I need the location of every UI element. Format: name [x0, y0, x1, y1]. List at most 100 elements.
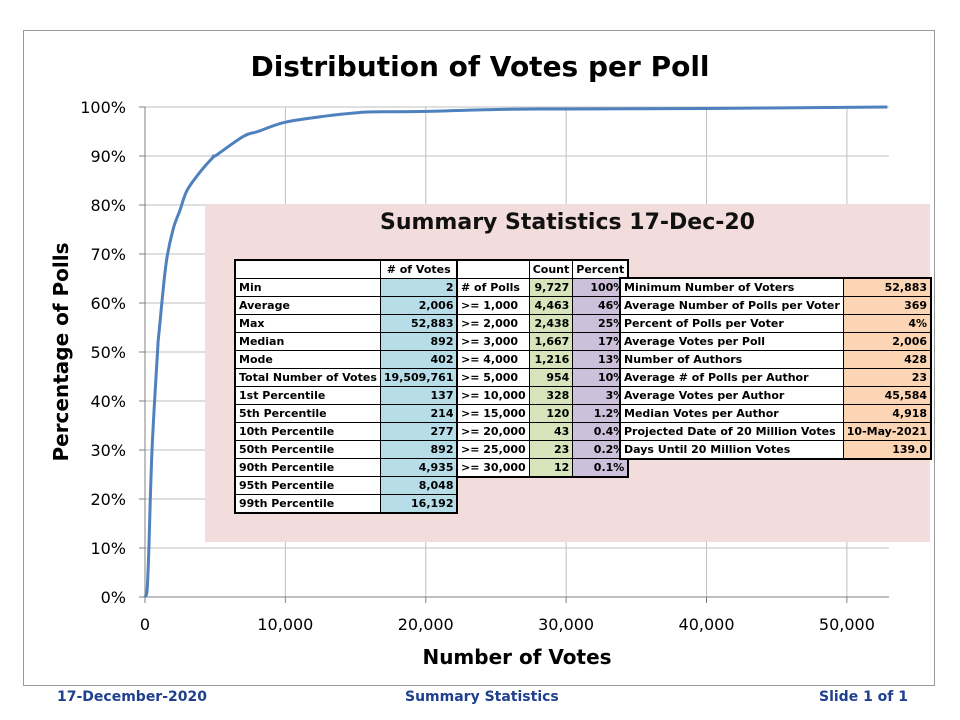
table-row: >= 1,000 4,463 46% [456, 296, 629, 315]
polls-header-percent: Percent [572, 259, 629, 279]
voter-stat-label: Projected Date of 20 Million Votes [619, 422, 844, 441]
x-axis-label: Number of Votes [422, 645, 611, 669]
voter-stat-value: 4,918 [842, 404, 932, 423]
table-row: Min 2 [234, 278, 458, 297]
x-tick-label: 20,000 [398, 615, 454, 634]
y-tick-label: 60% [90, 294, 126, 313]
voter-author-stats-table: Minimum Number of Voters 52,883 Average Nu… [619, 277, 933, 460]
voter-stat-value: 139.0 [842, 440, 932, 460]
table-row: 99th Percentile 16,192 [234, 494, 458, 514]
voter-stat-value: 2,006 [842, 332, 932, 351]
voter-stat-label: Average Number of Polls per Voter [619, 296, 844, 315]
votes-stat-label: Mode [234, 350, 381, 369]
voter-stat-label: Minimum Number of Voters [619, 277, 844, 297]
voter-stat-label: Average Votes per Poll [619, 332, 844, 351]
polls-percent-value: 10% [572, 368, 629, 387]
chart-title: Distribution of Votes per Poll [250, 50, 709, 83]
votes-stat-label: Total Number of Votes [234, 368, 381, 387]
polls-count-value: 328 [528, 386, 574, 405]
slide-frame [23, 30, 935, 686]
voter-stat-value: 45,584 [842, 386, 932, 405]
footer-title: Summary Statistics [405, 689, 559, 705]
votes-stat-label: 50th Percentile [234, 440, 381, 459]
y-tick-label: 80% [90, 196, 126, 215]
polls-threshold-label: >= 1,000 [456, 296, 530, 315]
votes-stat-value: 892 [379, 332, 458, 351]
table-row: # of Polls 9,727 100% [456, 278, 629, 297]
votes-stat-label: 95th Percentile [234, 476, 381, 495]
voter-stat-value: 23 [842, 368, 932, 387]
votes-stat-label: Average [234, 296, 381, 315]
polls-threshold-label: >= 5,000 [456, 368, 530, 387]
votes-stat-value: 2 [379, 278, 458, 297]
y-tick-label: 90% [90, 147, 126, 166]
table-row: Total Number of Votes 19,509,761 [234, 368, 458, 387]
voter-stat-value: 369 [842, 296, 932, 315]
table-row: Number of Authors 428 [619, 350, 932, 369]
table-row: >= 2,000 2,438 25% [456, 314, 629, 333]
y-tick-label: 0% [101, 588, 126, 607]
table-row: Days Until 20 Million Votes 139.0 [619, 440, 932, 460]
votes-stat-value: 277 [379, 422, 458, 441]
table-row: Average Votes per Author 45,584 [619, 386, 932, 405]
voter-stat-value: 10-May-2021 [842, 422, 932, 441]
polls-threshold-label: >= 10,000 [456, 386, 530, 405]
polls-count-value: 120 [528, 404, 574, 423]
series [143, 105, 888, 598]
table-row: >= 25,000 23 0.2% [456, 440, 629, 459]
votes-stat-value: 892 [379, 440, 458, 459]
polls-count-value: 1,216 [528, 350, 574, 369]
y-tick-label: 50% [90, 343, 126, 362]
voter-author-stats-body: Minimum Number of Voters 52,883 Average Nu… [619, 277, 932, 460]
votes-stats-table: # of Votes Min 2 Average 2,006 Max 52,883 Medi… [234, 259, 459, 514]
votes-header-blank [234, 259, 381, 279]
voter-stat-label: Number of Authors [619, 350, 844, 369]
polls-threshold-label: >= 25,000 [456, 440, 530, 459]
table-row: 10th Percentile 277 [234, 422, 458, 441]
footer-date: 17-December-2020 [57, 689, 207, 705]
voter-stat-label: Median Votes per Author [619, 404, 844, 423]
votes-stat-value: 402 [379, 350, 458, 369]
votes-stat-label: 5th Percentile [234, 404, 381, 423]
table-row: >= 30,000 12 0.1% [456, 458, 629, 478]
polls-header-row: Count Percent [456, 259, 629, 279]
votes-stat-value: 16,192 [379, 494, 458, 514]
voter-stat-value: 428 [842, 350, 932, 369]
table-row: >= 5,000 954 10% [456, 368, 629, 387]
voter-stat-label: Average Votes per Author [619, 386, 844, 405]
y-tick-label: 30% [90, 441, 126, 460]
series-line [143, 105, 888, 598]
polls-count-value: 954 [528, 368, 574, 387]
y-tick-label: 40% [90, 392, 126, 411]
polls-header-count: Count [528, 259, 574, 279]
voter-stat-label: Average # of Polls per Author [619, 368, 844, 387]
table-row: 90th Percentile 4,935 [234, 458, 458, 477]
table-row: Average Votes per Poll 2,006 [619, 332, 932, 351]
voter-stat-label: Percent of Polls per Voter [619, 314, 844, 333]
table-row: Mode 402 [234, 350, 458, 369]
table-row: Median Votes per Author 4,918 [619, 404, 932, 423]
summary-title: Summary Statistics 17-Dec-20 [380, 210, 755, 235]
votes-stat-label: 90th Percentile [234, 458, 381, 477]
table-row: >= 15,000 120 1.2% [456, 404, 629, 423]
polls-threshold-label: >= 20,000 [456, 422, 530, 441]
y-tick-label: 70% [90, 245, 126, 264]
polls-threshold-label: >= 3,000 [456, 332, 530, 351]
votes-stat-value: 2,006 [379, 296, 458, 315]
summary-panel: Summary Statistics 17-Dec-20 # of Votes … [205, 204, 933, 542]
x-tick-label: 50,000 [819, 615, 875, 634]
polls-count-body: Count Percent # of Polls 9,727 100% >= 1,00… [456, 259, 629, 478]
votes-stat-value: 4,935 [379, 458, 458, 477]
votes-stat-label: 1st Percentile [234, 386, 381, 405]
table-row: >= 10,000 328 3% [456, 386, 629, 405]
polls-count-value: 43 [528, 422, 574, 441]
polls-threshold-label: # of Polls [456, 278, 530, 297]
table-row: Minimum Number of Voters 52,883 [619, 277, 932, 297]
footer-slide-number: Slide 1 of 1 [819, 689, 909, 705]
table-row: 50th Percentile 892 [234, 440, 458, 459]
polls-count-value: 9,727 [528, 278, 574, 297]
votes-stat-value: 137 [379, 386, 458, 405]
table-row: Percent of Polls per Voter 4% [619, 314, 932, 333]
table-row: Average # of Polls per Author 23 [619, 368, 932, 387]
votes-header-row: # of Votes [234, 259, 458, 279]
